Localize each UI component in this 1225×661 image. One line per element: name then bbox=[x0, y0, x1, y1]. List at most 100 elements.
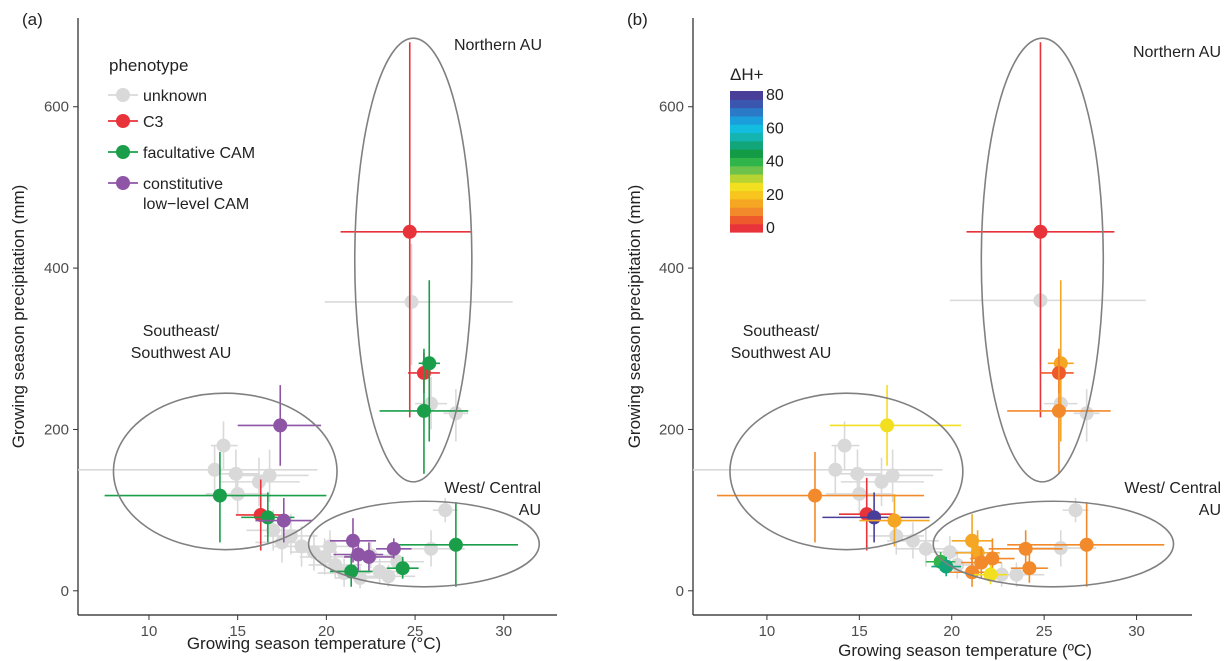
colorbar-segment bbox=[730, 115, 763, 125]
point-dh bbox=[1018, 541, 1033, 556]
point-constitutive-low-level-cam bbox=[386, 541, 401, 556]
point-constitutive-low-level-cam bbox=[345, 533, 360, 548]
colorbar-segment bbox=[730, 149, 763, 158]
point-unknown bbox=[317, 549, 332, 564]
point-missing bbox=[885, 468, 900, 483]
colorbar-segment bbox=[730, 165, 763, 175]
point-dh bbox=[939, 559, 954, 574]
x-tick-label: 10 bbox=[141, 623, 158, 640]
legend-entry-label: facultative CAM bbox=[143, 145, 255, 162]
legend: phenotype unknown C3 facultative CAM constit… bbox=[108, 56, 255, 213]
point-unknown bbox=[283, 528, 298, 543]
point-dh bbox=[887, 513, 902, 528]
y-tick-label: 200 bbox=[44, 421, 69, 438]
y-tick-label: 400 bbox=[659, 260, 684, 277]
point-missing bbox=[1053, 541, 1068, 556]
point-dh bbox=[985, 551, 1000, 566]
colorbar-tick-label: 40 bbox=[766, 154, 784, 171]
legend-swatch bbox=[116, 114, 130, 128]
point-unknown bbox=[294, 539, 309, 554]
point-missing bbox=[918, 541, 933, 556]
colorbar-segment bbox=[730, 173, 763, 183]
point-facultative-cam bbox=[260, 510, 275, 525]
point-unknown bbox=[438, 503, 453, 518]
point-dh bbox=[983, 567, 998, 582]
point-c3 bbox=[402, 224, 417, 239]
legend-swatch bbox=[116, 145, 130, 159]
point-facultative-cam bbox=[212, 488, 227, 503]
point-unknown bbox=[306, 545, 321, 560]
colorbar-tick-label: 80 bbox=[766, 87, 784, 104]
point-facultative-cam bbox=[416, 403, 431, 418]
point-unknown bbox=[381, 569, 396, 584]
point-unknown bbox=[251, 474, 266, 489]
region-label: Southeast/Southwest AU bbox=[731, 323, 832, 362]
y-tick-label: 600 bbox=[659, 99, 684, 116]
point-constitutive-low-level-cam bbox=[361, 549, 376, 564]
point-missing bbox=[1068, 503, 1083, 518]
point-facultative-cam bbox=[395, 561, 410, 576]
point-dh bbox=[807, 488, 822, 503]
point-dh bbox=[1033, 224, 1048, 239]
point-missing bbox=[942, 545, 957, 560]
x-tick-label: 20 bbox=[943, 623, 960, 640]
legend-entry-label: C3 bbox=[143, 114, 164, 131]
region-label: Southeast/Southwest AU bbox=[131, 323, 232, 362]
colorbar-segment bbox=[730, 157, 763, 167]
legend-entry-label: constitutive low−level CAM bbox=[143, 176, 249, 213]
point-dh bbox=[1079, 537, 1094, 552]
colorbar-segment bbox=[730, 124, 763, 134]
point-unknown bbox=[230, 486, 245, 501]
panel-label: (a) bbox=[22, 10, 43, 29]
colorbar-segment bbox=[730, 182, 763, 192]
x-tick-label: 15 bbox=[851, 623, 868, 640]
point-missing bbox=[837, 438, 852, 453]
point-missing bbox=[850, 466, 865, 481]
point-constitutive-low-level-cam bbox=[273, 418, 288, 433]
data-points bbox=[693, 42, 1165, 587]
colorbar-segment bbox=[730, 223, 763, 233]
point-unknown bbox=[266, 523, 281, 538]
region-ellipse bbox=[729, 392, 964, 551]
colorbar-segment bbox=[730, 140, 763, 150]
point-unknown bbox=[228, 466, 243, 481]
point-missing bbox=[889, 528, 904, 543]
x-tick-label: 30 bbox=[495, 623, 512, 640]
colorbar-segment bbox=[730, 215, 763, 225]
point-facultative-cam bbox=[448, 537, 463, 552]
region-label: West/ Central AU bbox=[1124, 480, 1221, 519]
point-constitutive-low-level-cam bbox=[351, 547, 366, 562]
y-tick-label: 200 bbox=[659, 421, 684, 438]
x-tick-label: 20 bbox=[318, 623, 335, 640]
region-ellipse bbox=[112, 392, 338, 551]
y-tick-label: 600 bbox=[44, 99, 69, 116]
point-unknown bbox=[424, 541, 439, 556]
colorbar-segment bbox=[730, 198, 763, 208]
y-axis-label: Growing season precipitation (mm) bbox=[625, 185, 644, 449]
point-facultative-cam bbox=[344, 564, 359, 579]
region-label: Northern AU bbox=[454, 37, 542, 54]
x-axis-label: Growing season temperature (ºC) bbox=[838, 641, 1092, 660]
y-tick-label: 0 bbox=[676, 583, 684, 600]
colorbar-tick-label: 60 bbox=[766, 120, 784, 137]
point-unknown bbox=[328, 557, 343, 572]
point-dh bbox=[965, 533, 980, 548]
y-tick-label: 0 bbox=[61, 583, 69, 600]
region-ellipse bbox=[353, 37, 473, 483]
legend-entry-label: unknown bbox=[143, 88, 207, 105]
x-tick-label: 15 bbox=[229, 623, 246, 640]
colorbar-segment bbox=[730, 190, 763, 200]
region-label: West/ Central AU bbox=[444, 480, 541, 519]
colorbar-segment bbox=[730, 207, 763, 217]
region-ellipse bbox=[307, 500, 541, 588]
colorbar-segment bbox=[730, 107, 763, 117]
region-ellipse bbox=[980, 37, 1105, 483]
point-dh bbox=[965, 565, 980, 580]
point-missing bbox=[828, 462, 843, 477]
point-dh bbox=[880, 418, 895, 433]
colorbar-tick-label: 0 bbox=[766, 220, 775, 237]
colorbar: ΔH+ 0 20 40 60 80 bbox=[730, 65, 784, 237]
data-points bbox=[78, 42, 518, 589]
